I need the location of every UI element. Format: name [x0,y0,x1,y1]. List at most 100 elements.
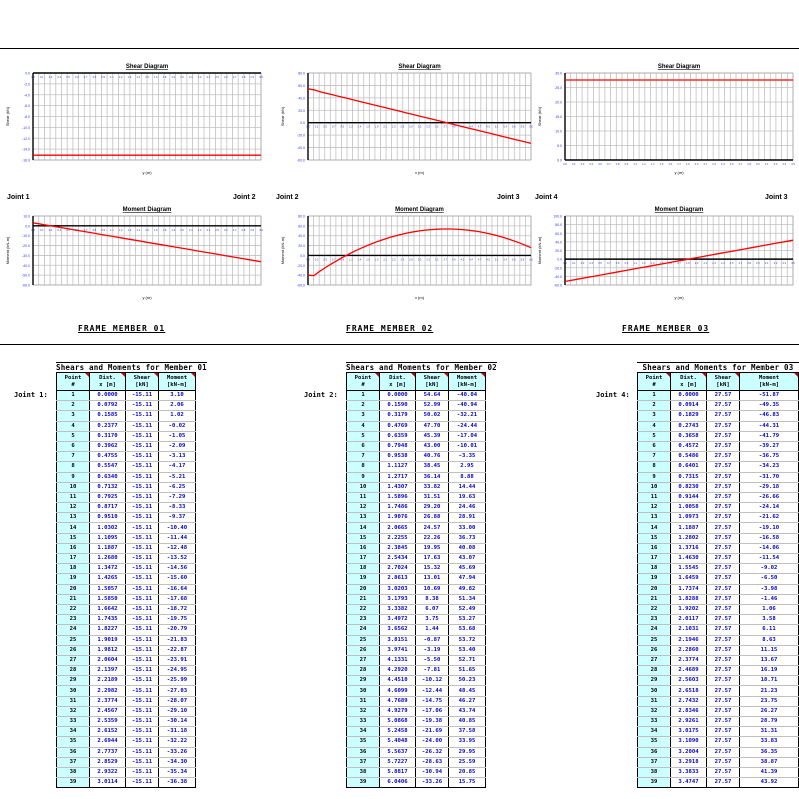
shear-diagram-member-2: Shear Diagram 80.0 60.0 40.0 20.0 0.0 -20.0 -40… [275,60,535,190]
distance-cell: 1.1887 [670,522,707,534]
point-cell: 23 [56,614,90,626]
comment-indicator-icon [735,373,739,377]
moment-cell: 2.06 [158,400,196,412]
x-tick-label: 3.5 [791,162,795,166]
shear-cell: -15.11 [125,624,159,636]
shear-cell: 27.57 [706,461,740,473]
y-tick-label: -40.0 [554,275,562,279]
y-tick-label: 10.0 [23,215,30,219]
table-row: 20 1.7374 27.57 -3.98 [637,584,799,595]
moment-cell: -41.79 [739,431,799,442]
table-row: 6 0.7948 43.00 -10.01 [346,441,486,453]
table-row: 17 1.2680 -15.11 -13.52 [56,553,196,565]
moment-cell: -9.02 [739,563,799,575]
distance-cell: 0.4572 [670,441,707,453]
distance-cell: 1.2717 [379,472,416,483]
y-tick-label: 20.0 [298,109,305,113]
moment-cell: -21.83 [158,635,196,646]
shear-cell: -15.11 [125,512,159,524]
shear-cell: -15.11 [125,573,159,585]
point-cell: 29 [637,675,671,687]
x-tick-label: 1.7 [677,261,681,265]
shear-cell: -17.06 [415,706,449,718]
distance-cell: 0.6359 [379,431,416,442]
x-tick-label: 0.5 [323,125,327,129]
shear-cell: 27.57 [706,584,740,595]
table-row: 17 2.5434 17.63 43.07 [346,553,486,565]
shear-cell: 27.57 [706,624,740,636]
distance-cell: 2.2255 [379,533,416,544]
distance-cell: 0.4755 [89,451,126,463]
x-tick-label: 1.8 [163,228,167,232]
x-tick-label: 3.0 [259,228,263,232]
table-row: 9 0.6340 -15.11 -5.21 [56,472,196,483]
y-tick-label: -40.0 [297,274,305,278]
distance-cell: 0.3179 [379,410,416,422]
x-tick-label: 3.2 [774,162,778,166]
distance-cell: 3.3382 [379,604,416,616]
moment-cell: 26.27 [739,706,799,718]
point-cell: 1 [637,390,671,402]
x-tick-label: 3.0 [418,257,422,261]
point-cell: 35 [346,736,380,748]
point-cell: 28 [346,665,380,677]
shear-cell: -10.12 [415,675,449,687]
moment-cell: -3.98 [739,584,799,595]
point-cell: 10 [637,482,671,493]
point-cell: 16 [56,543,90,555]
x-tick-label: 2.0 [180,75,184,79]
x-tick-label: 0.3 [581,261,585,265]
x-tick-label: 1.7 [677,162,681,166]
x-tick-label: 2.1 [189,75,193,79]
distance-cell: 0.2743 [670,421,707,432]
middle-divider [0,344,799,345]
distance-cell: 0.6401 [670,461,707,473]
shear-cell: -33.26 [415,777,449,789]
table-row: 1 0.0000 54.64 -40.04 [346,390,486,402]
y-tick-label: 80.0 [298,72,305,76]
distance-cell: 1.8227 [89,624,126,636]
table-row: 35 5.4048 -24.00 33.95 [346,736,486,748]
x-tick-label: 0.8 [616,162,620,166]
x-axis-label: y (m) [674,170,684,175]
moment-cell: 43.74 [448,706,486,718]
moment-cell: -31.70 [739,472,799,483]
column-header-text: Point # [354,374,372,388]
x-tick-label: 1.9 [686,162,690,166]
distance-cell: 2.1397 [89,665,126,677]
shear-cell: -15.11 [125,482,159,493]
moment-cell: 36.73 [448,533,486,544]
x-tick-label: 3.7 [443,257,447,261]
moment-cell: 33.95 [448,736,486,748]
distance-cell: 1.7435 [89,614,126,626]
table-row: 25 2.1946 27.57 8.63 [637,635,799,646]
table-row: 7 0.5486 27.57 -36.75 [637,451,799,463]
moment-cell: 51.34 [448,594,486,605]
shear-cell: 27.57 [706,390,740,402]
distance-cell: 2.4689 [670,665,707,677]
table-row: 15 1.2802 27.57 -16.58 [637,533,799,544]
shear-cell: 27.57 [706,726,740,738]
point-cell: 29 [56,675,90,687]
joint-start-label-3: Joint 4 [535,194,558,201]
shear-cell: -15.11 [125,655,159,667]
shear-cell: 27.57 [706,716,740,728]
data-line-shear [307,88,532,145]
x-tick-label: 3.0 [418,125,422,129]
moment-cell: -24.14 [739,502,799,514]
shear-cell: 29.20 [415,502,449,514]
chart-title: Shear Diagram [126,64,168,70]
x-tick-label: 6.0 [529,257,533,261]
table-row: 38 5.8817 -30.94 20.85 [346,767,486,779]
y-tick-label: -10.0 [22,234,30,238]
point-cell: 27 [56,655,90,667]
shear-cell: 27.57 [706,767,740,779]
column-header-text: Point # [64,374,82,388]
table-row: 9 0.7315 27.57 -31.70 [637,472,799,483]
y-tick-label: -10.0 [22,126,30,130]
x-tick-label: 4.7 [478,257,482,261]
moment-cell: -40.94 [448,400,486,412]
x-tick-label: 2.2 [198,75,202,79]
column-header-text: Shear [kN] [133,374,151,388]
moment-cell: -9.37 [158,512,196,524]
